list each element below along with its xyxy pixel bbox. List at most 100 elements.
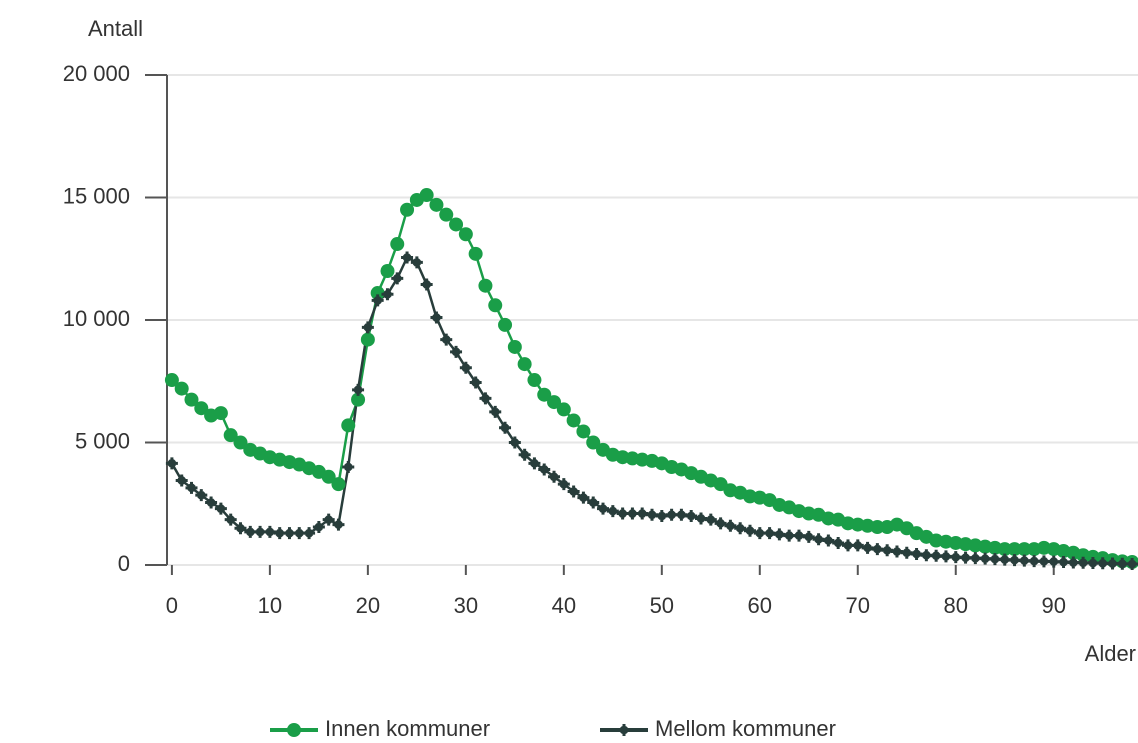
marker (175, 474, 188, 487)
marker (293, 527, 306, 540)
marker (1096, 557, 1109, 570)
y-tick-label: 20 000 (63, 61, 130, 86)
marker (478, 278, 493, 293)
marker (498, 317, 513, 332)
marker (234, 522, 247, 535)
marker (401, 251, 414, 264)
marker (1077, 556, 1090, 569)
marker (900, 546, 913, 559)
marker (517, 357, 532, 372)
marker (626, 507, 639, 520)
marker (273, 527, 286, 540)
marker (566, 413, 581, 428)
marker (812, 533, 825, 546)
legend-label: Innen kommuner (325, 716, 490, 741)
marker (949, 551, 962, 564)
marker (332, 518, 345, 531)
x-tick-label: 90 (1041, 593, 1065, 618)
marker (1116, 557, 1129, 570)
marker (548, 470, 561, 483)
marker (528, 457, 541, 470)
marker (832, 536, 845, 549)
marker (1047, 555, 1060, 568)
marker (802, 530, 815, 543)
x-tick-label: 50 (650, 593, 674, 618)
marker (538, 463, 551, 476)
marker (312, 521, 325, 534)
marker (851, 539, 864, 552)
marker (360, 332, 375, 347)
marker (164, 373, 179, 388)
x-tick-label: 20 (356, 593, 380, 618)
marker (1106, 557, 1119, 570)
marker (174, 381, 189, 396)
x-tick-label: 30 (454, 593, 478, 618)
marker (430, 311, 443, 324)
marker (165, 457, 178, 470)
marker (577, 491, 590, 504)
marker (518, 448, 531, 461)
marker (440, 333, 453, 346)
legend-marker (618, 724, 630, 736)
marker (213, 406, 228, 421)
marker (724, 519, 737, 532)
marker (695, 512, 708, 525)
marker (185, 481, 198, 494)
marker (556, 402, 571, 417)
marker (557, 478, 570, 491)
marker (861, 541, 874, 554)
marker (969, 552, 982, 565)
marker (783, 529, 796, 542)
x-tick-label: 10 (258, 593, 282, 618)
marker (1126, 558, 1138, 571)
marker (616, 507, 629, 520)
marker (1008, 554, 1021, 567)
y-tick-label: 15 000 (63, 183, 130, 208)
marker (223, 428, 238, 443)
marker (459, 361, 472, 374)
marker (704, 513, 717, 526)
marker (1037, 555, 1050, 568)
marker (587, 496, 600, 509)
marker (1007, 542, 1022, 557)
marker (342, 461, 355, 473)
marker (685, 510, 698, 522)
marker (341, 418, 356, 433)
legend-marker (287, 723, 301, 737)
marker (322, 513, 335, 526)
marker (419, 188, 434, 203)
marker (352, 383, 365, 396)
marker (488, 298, 503, 313)
marker (547, 395, 562, 410)
y-axis-label: Antall (88, 16, 143, 41)
marker (822, 534, 835, 547)
marker (537, 387, 552, 402)
marker (468, 246, 483, 261)
marker (224, 513, 237, 526)
marker (499, 421, 512, 434)
marker (576, 424, 591, 439)
marker (321, 469, 336, 484)
marker (597, 502, 610, 515)
marker (283, 527, 296, 540)
marker (303, 527, 316, 540)
marker (351, 392, 366, 407)
marker (998, 553, 1011, 566)
marker (1018, 554, 1031, 567)
legend-label: Mellom kommuner (655, 716, 836, 741)
marker (910, 547, 923, 560)
marker (420, 278, 433, 291)
marker (361, 321, 374, 334)
marker (391, 272, 404, 285)
y-tick-label: 10 000 (63, 306, 130, 331)
marker (390, 237, 405, 252)
marker (665, 508, 678, 521)
marker (743, 524, 756, 537)
marker (527, 373, 542, 388)
marker (263, 525, 276, 538)
x-tick-label: 80 (944, 593, 968, 618)
marker (636, 507, 649, 520)
marker (997, 542, 1012, 557)
marker (988, 553, 1001, 566)
